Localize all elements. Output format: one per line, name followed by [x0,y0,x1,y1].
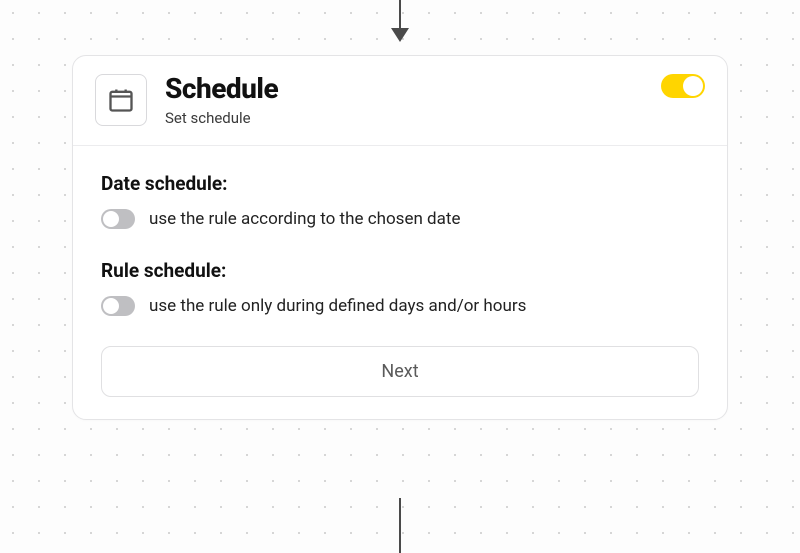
schedule-card: Schedule Set schedule Date schedule: use… [72,55,728,420]
schedule-enabled-toggle[interactable] [661,74,705,98]
card-header: Schedule Set schedule [73,56,727,146]
card-subtitle: Set schedule [165,109,705,127]
date-schedule-toggle[interactable] [101,209,135,229]
flow-connector-out [399,498,401,553]
flow-connector-in [399,0,401,40]
rule-schedule-option: use the rule only during defined days an… [101,296,699,316]
date-schedule-label: use the rule according to the chosen dat… [149,209,460,229]
date-schedule-section: Date schedule: use the rule according to… [101,172,699,229]
rule-schedule-section: Rule schedule: use the rule only during … [101,259,699,316]
next-button[interactable]: Next [101,346,699,397]
rule-schedule-heading: Rule schedule: [101,259,699,282]
calendar-icon [95,74,147,126]
date-schedule-option: use the rule according to the chosen dat… [101,209,699,229]
card-title: Schedule [165,74,705,105]
rule-schedule-toggle[interactable] [101,296,135,316]
card-body: Date schedule: use the rule according to… [73,146,727,419]
date-schedule-heading: Date schedule: [101,172,699,195]
header-text-block: Schedule Set schedule [165,74,705,127]
rule-schedule-label: use the rule only during defined days an… [149,296,526,316]
